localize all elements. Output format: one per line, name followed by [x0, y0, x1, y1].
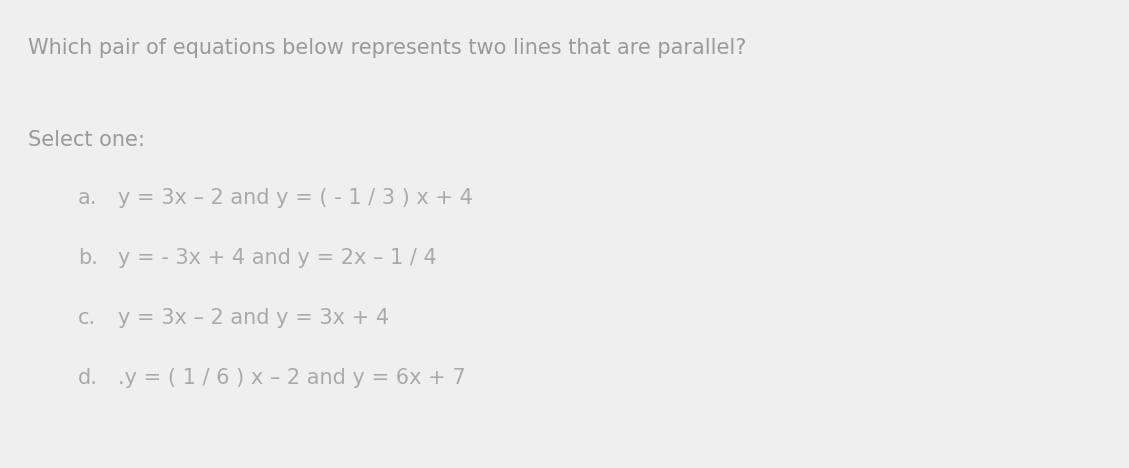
Text: y = 3x – 2 and y = 3x + 4: y = 3x – 2 and y = 3x + 4 [119, 308, 390, 328]
Text: Select one:: Select one: [28, 130, 145, 150]
Text: a.: a. [78, 188, 97, 208]
Text: c.: c. [78, 308, 96, 328]
Text: y = - 3x + 4 and y = 2x – 1 / 4: y = - 3x + 4 and y = 2x – 1 / 4 [119, 248, 437, 268]
Text: Which pair of equations below represents two lines that are parallel?: Which pair of equations below represents… [28, 38, 746, 58]
Text: d.: d. [78, 368, 98, 388]
Text: .y = ( 1 / 6 ) x – 2 and y = 6x + 7: .y = ( 1 / 6 ) x – 2 and y = 6x + 7 [119, 368, 465, 388]
Text: b.: b. [78, 248, 98, 268]
Text: y = 3x – 2 and y = ( - 1 / 3 ) x + 4: y = 3x – 2 and y = ( - 1 / 3 ) x + 4 [119, 188, 473, 208]
